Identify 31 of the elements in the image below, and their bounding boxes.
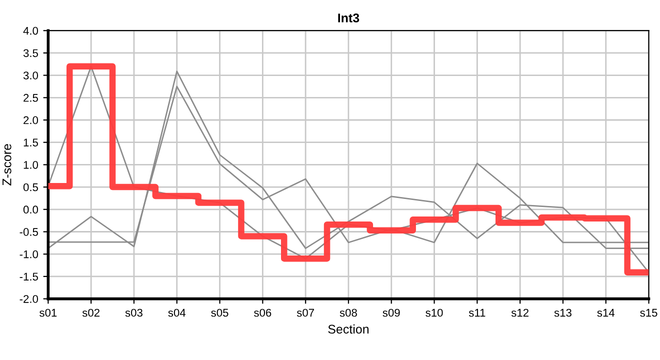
y-tick-label: -1.5 [20,272,38,281]
x-tick-label: s09 [382,308,400,317]
x-tick-label: s02 [82,308,100,317]
x-tick-label: s06 [254,308,272,317]
x-tick-label: s15 [640,308,658,317]
x-tick-label: s13 [554,308,572,317]
x-tick-label: s08 [340,308,357,317]
y-tick-label: 0.0 [23,206,38,214]
x-tick-label: s04 [168,308,186,317]
y-tick-label: 3.5 [23,49,38,58]
x-tick-label: s01 [40,308,57,317]
x-tick-label: s05 [211,308,228,317]
x-tick-label: s14 [597,308,615,317]
y-tick-label: -1.0 [20,250,38,258]
x-tick-label: s03 [125,308,142,317]
y-tick-label: 1.5 [24,138,38,146]
x-tick-label: s12 [511,308,528,317]
x-tick-label: s10 [426,308,443,317]
y-tick-label: 2.0 [24,116,38,124]
x-tick-label: s07 [296,308,314,317]
x-axis-title: Section [328,324,369,334]
y-tick-label: 3.0 [23,72,38,80]
y-tick-label: -2.0 [20,295,38,303]
y-tick-label: 4.0 [23,26,38,35]
y-tick-label: -0.5 [20,228,38,236]
chart-title: Int3 [338,14,360,22]
y-axis-title: Z-score [2,144,12,186]
y-tick-label: 0.5 [23,183,38,192]
x-tick-label: s11 [468,308,486,317]
y-tick-label: 2.5 [24,94,38,102]
y-tick-label: 1.0 [24,160,38,169]
